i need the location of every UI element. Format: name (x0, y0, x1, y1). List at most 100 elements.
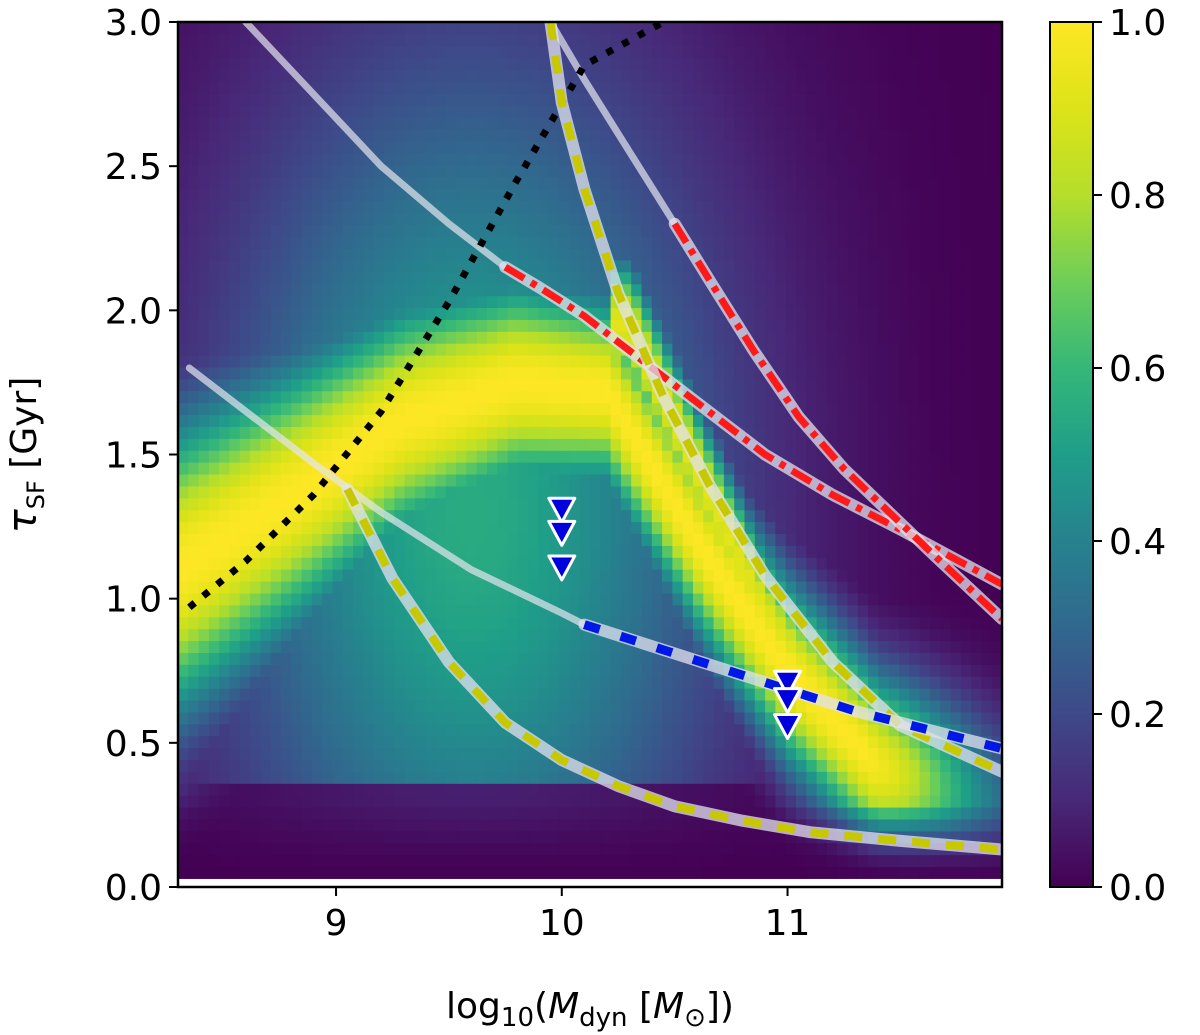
heatmap-cell (765, 842, 776, 856)
heatmap-cell (466, 81, 478, 94)
heatmap-cell (497, 497, 509, 511)
heatmap-cell (250, 521, 261, 535)
heatmap-cell (528, 426, 540, 439)
heatmap-cell (806, 152, 818, 166)
heatmap-cell (342, 212, 354, 225)
heatmap-cell (342, 366, 354, 380)
heatmap-cell (311, 521, 323, 535)
heatmap-cell (651, 176, 663, 190)
heatmap-cell (579, 355, 591, 368)
heatmap-cell (682, 640, 694, 653)
heatmap-cell (579, 105, 591, 118)
heatmap-cell (528, 402, 540, 416)
heatmap-cell (291, 57, 303, 71)
heatmap-cell (641, 390, 653, 404)
heatmap-cell (342, 795, 354, 808)
heatmap-cell (342, 117, 354, 130)
heatmap-cell (857, 854, 869, 868)
heatmap-cell (693, 830, 704, 844)
heatmap-cell (682, 473, 694, 487)
heatmap-cell (507, 212, 519, 225)
heatmap-cell (734, 105, 746, 118)
heatmap-cell (528, 699, 540, 713)
heatmap-cell (188, 652, 200, 665)
heatmap-cell (332, 842, 344, 856)
heatmap-cell (384, 485, 395, 499)
heatmap-cell (662, 652, 673, 665)
heatmap-cell (281, 224, 292, 237)
heatmap-cell (620, 640, 632, 653)
heatmap-cell (239, 355, 251, 368)
heatmap-cell (878, 105, 890, 118)
heatmap-cell (559, 711, 570, 725)
heatmap-cell (662, 331, 673, 344)
heatmap-cell (744, 450, 756, 463)
heatmap-cell (373, 723, 385, 737)
heatmap-cell (734, 652, 746, 665)
heatmap-cell (311, 592, 323, 606)
heatmap-cell (610, 795, 622, 808)
heatmap-cell (229, 93, 241, 106)
heatmap-cell (744, 236, 756, 249)
heatmap-cell (847, 592, 859, 606)
heatmap-cell (476, 795, 488, 808)
heatmap-cell (816, 45, 828, 59)
heatmap-cell (507, 842, 519, 856)
heatmap-cell (837, 164, 849, 178)
heatmap-cell (538, 295, 550, 309)
heatmap-cell (816, 402, 828, 416)
heatmap-cell (425, 581, 437, 594)
heatmap-cell (682, 581, 694, 594)
heatmap-cell (384, 366, 395, 380)
heatmap-cell (878, 818, 890, 832)
heatmap-cell (281, 164, 292, 178)
heatmap-cell (744, 842, 756, 856)
heatmap-cell (178, 616, 189, 630)
heatmap-cell (837, 783, 849, 796)
heatmap-cell (713, 854, 725, 868)
heatmap-cell (796, 129, 807, 142)
heatmap-cell (198, 140, 210, 154)
heatmap-cell (301, 759, 313, 772)
heatmap-cell (579, 33, 591, 47)
heatmap-cell (847, 366, 859, 380)
heatmap-cell (208, 438, 220, 451)
heatmap-cell (837, 640, 849, 653)
heatmap-cell (445, 854, 457, 868)
heatmap-cell (775, 259, 787, 273)
heatmap-cell (414, 676, 426, 689)
heatmap-cell (796, 283, 807, 297)
heatmap-cell (178, 604, 189, 618)
heatmap-cell (734, 402, 746, 416)
heatmap-cell (270, 592, 282, 606)
heatmap-cell (384, 592, 395, 606)
heatmap-cell (229, 521, 241, 535)
heatmap-cell (517, 236, 529, 249)
heatmap-cell (281, 236, 292, 249)
heatmap-cell (270, 806, 282, 820)
heatmap-cell (445, 271, 457, 285)
heatmap-cell (260, 557, 272, 570)
heatmap-cell (332, 402, 344, 416)
heatmap-cell (610, 140, 622, 154)
heatmap-cell (744, 783, 756, 796)
heatmap-cell (517, 438, 529, 451)
heatmap-cell (353, 462, 364, 475)
heatmap-cell (311, 426, 323, 439)
heatmap-cell (188, 723, 200, 737)
heatmap-cell (435, 497, 447, 511)
heatmap-cell (600, 545, 612, 558)
heatmap-cell (765, 57, 776, 71)
heatmap-cell (507, 105, 519, 118)
heatmap-cell (878, 366, 890, 380)
heatmap-cell (487, 783, 498, 796)
heatmap-cell (765, 402, 776, 416)
heatmap-cell (219, 212, 231, 225)
heatmap-cell (837, 402, 849, 416)
heatmap-cell (260, 271, 272, 285)
heatmap-cell (693, 485, 704, 499)
heatmap-cell (682, 497, 694, 511)
heatmap-cell (414, 806, 426, 820)
heatmap-cell (590, 473, 601, 487)
heatmap-cell (723, 152, 735, 166)
